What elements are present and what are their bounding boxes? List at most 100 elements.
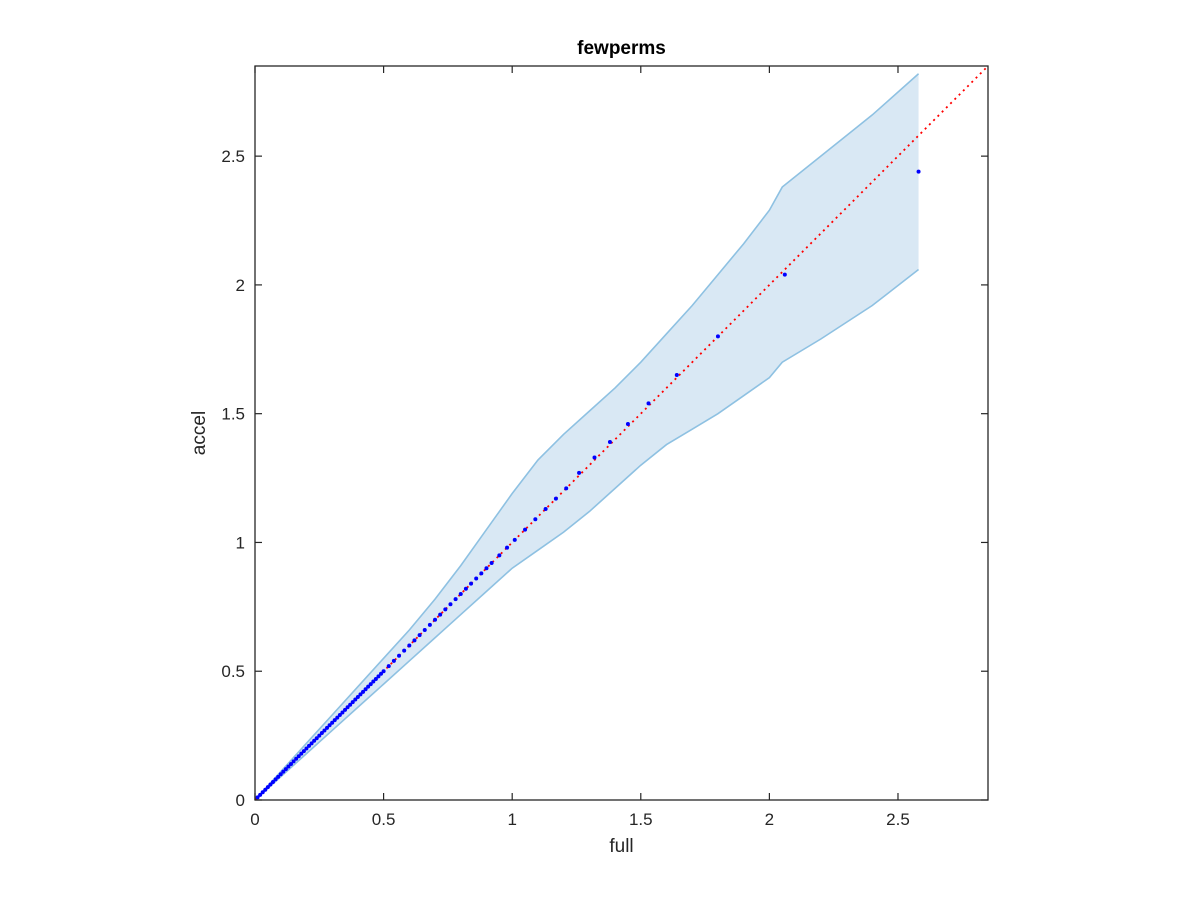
data-point bbox=[358, 692, 363, 697]
data-point bbox=[291, 759, 296, 764]
data-point bbox=[391, 658, 396, 663]
data-point bbox=[497, 553, 502, 558]
data-point bbox=[376, 674, 381, 679]
data-point bbox=[319, 731, 324, 736]
data-point bbox=[533, 517, 538, 522]
data-point bbox=[564, 486, 569, 491]
data-point bbox=[327, 723, 332, 728]
x-tick-label: 1.5 bbox=[629, 810, 653, 829]
y-tick-label: 2.5 bbox=[221, 147, 245, 166]
identity-reference-line bbox=[254, 65, 989, 801]
data-point bbox=[366, 684, 371, 689]
data-point bbox=[438, 612, 443, 617]
data-point bbox=[916, 169, 921, 174]
data-point bbox=[314, 736, 319, 741]
data-point bbox=[625, 421, 630, 426]
data-point bbox=[335, 715, 340, 720]
data-point bbox=[427, 622, 432, 627]
data-point bbox=[343, 707, 348, 712]
data-point bbox=[325, 725, 330, 730]
data-points bbox=[255, 169, 921, 800]
data-point bbox=[317, 733, 322, 738]
data-point bbox=[304, 746, 309, 751]
data-point bbox=[523, 527, 528, 532]
data-point bbox=[397, 653, 402, 658]
data-point bbox=[355, 694, 360, 699]
data-point bbox=[448, 602, 453, 607]
data-point bbox=[402, 648, 407, 653]
data-point bbox=[271, 779, 275, 784]
data-point bbox=[373, 676, 378, 681]
data-point bbox=[312, 738, 317, 743]
data-point bbox=[332, 718, 337, 723]
data-point bbox=[278, 772, 283, 777]
data-point bbox=[263, 787, 268, 792]
data-point bbox=[350, 700, 355, 705]
data-point bbox=[337, 713, 342, 718]
x-axis-ticks: 0 0.5 1 1.5 2 2.5 bbox=[250, 66, 910, 829]
y-tick-label: 0 bbox=[236, 791, 245, 810]
data-point bbox=[469, 581, 474, 586]
data-point bbox=[322, 728, 327, 733]
data-point bbox=[353, 697, 358, 702]
data-point bbox=[479, 571, 484, 576]
data-point bbox=[607, 440, 612, 445]
data-point bbox=[371, 679, 376, 684]
confidence-band bbox=[255, 73, 919, 801]
x-tick-label: 2.5 bbox=[886, 810, 910, 829]
data-point bbox=[453, 597, 458, 602]
data-point bbox=[368, 682, 373, 687]
data-point bbox=[674, 373, 679, 378]
data-point bbox=[299, 751, 304, 756]
data-point bbox=[489, 561, 494, 566]
data-point bbox=[289, 761, 294, 766]
data-point bbox=[512, 537, 517, 542]
data-point bbox=[260, 790, 265, 795]
data-point bbox=[330, 720, 335, 725]
data-point bbox=[422, 628, 427, 633]
y-tick-label: 1.5 bbox=[221, 405, 245, 424]
data-point bbox=[286, 764, 291, 769]
data-point bbox=[265, 785, 270, 790]
data-point bbox=[412, 638, 417, 643]
data-point bbox=[283, 767, 288, 772]
data-point bbox=[361, 689, 366, 694]
data-point bbox=[417, 633, 422, 638]
data-point bbox=[348, 702, 353, 707]
data-point bbox=[296, 754, 301, 759]
data-point bbox=[281, 769, 286, 774]
x-tick-label: 0.5 bbox=[372, 810, 396, 829]
data-point bbox=[386, 664, 391, 669]
data-point bbox=[363, 687, 368, 692]
y-axis-ticks: 0 0.5 1 1.5 2 2.5 bbox=[221, 147, 988, 810]
y-tick-label: 2 bbox=[236, 276, 245, 295]
data-point bbox=[577, 470, 582, 475]
data-point bbox=[273, 777, 278, 782]
x-tick-label: 0 bbox=[250, 810, 259, 829]
y-tick-label: 0.5 bbox=[221, 662, 245, 681]
data-point bbox=[782, 272, 787, 277]
data-point bbox=[381, 669, 386, 674]
data-point bbox=[294, 756, 299, 761]
x-tick-label: 2 bbox=[765, 810, 774, 829]
x-tick-label: 1 bbox=[507, 810, 516, 829]
data-point bbox=[715, 334, 720, 339]
data-point bbox=[553, 496, 558, 501]
data-point bbox=[379, 671, 384, 676]
data-point bbox=[345, 705, 350, 710]
data-point bbox=[443, 607, 448, 612]
data-point bbox=[276, 774, 281, 779]
y-tick-label: 1 bbox=[236, 533, 245, 552]
data-point bbox=[258, 792, 263, 797]
data-point bbox=[309, 741, 314, 746]
data-point bbox=[484, 566, 489, 571]
y-axis-label: accel bbox=[189, 411, 210, 455]
data-point bbox=[458, 591, 463, 596]
data-point bbox=[307, 743, 312, 748]
data-point bbox=[301, 749, 306, 754]
data-point bbox=[433, 617, 438, 622]
chart-title: fewperms bbox=[577, 38, 666, 59]
data-point bbox=[268, 782, 273, 787]
data-point bbox=[646, 401, 651, 406]
